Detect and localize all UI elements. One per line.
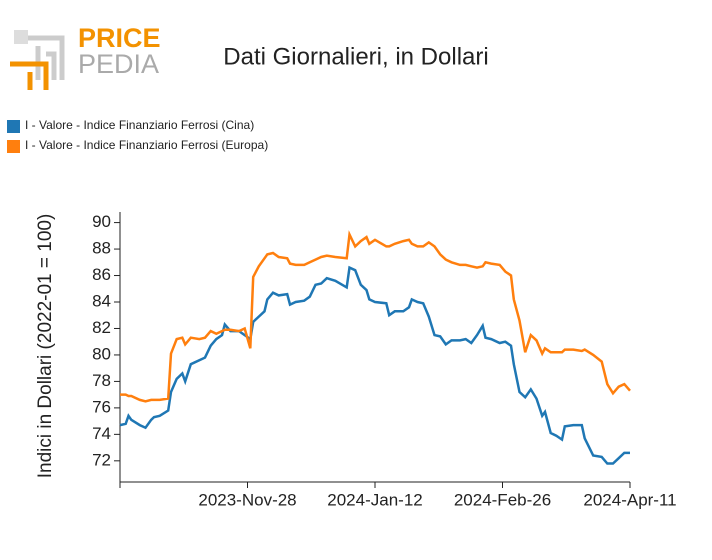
legend-swatch [7,120,20,133]
y-tick-label: 82 [92,318,111,337]
legend-label: I - Valore - Indice Finanziario Ferrosi … [25,138,268,152]
y-tick-label: 72 [92,450,111,469]
y-tick-label: 90 [92,212,111,231]
y-tick-label: 88 [92,239,111,258]
y-tick-label: 86 [92,265,111,284]
series-line [120,230,631,403]
x-tick-label: 2024-Apr-11 [583,490,676,509]
x-tick-label: 2024-Jan-12 [327,490,422,509]
x-tick-label: 2023-Nov-28 [198,490,296,509]
y-tick-label: 78 [92,371,111,390]
y-tick-label: 74 [92,424,111,443]
y-tick-label: 84 [92,291,111,310]
logo-text: PRICE [78,23,161,53]
x-tick-label: 2024-Feb-26 [454,490,551,509]
series-line [119,265,630,465]
y-axis-label: Indici in Dollari (2022-01 = 100) [35,214,56,479]
chart-title: Dati Giornalieri, in Dollari [223,43,488,70]
legend-label: I - Valore - Indice Finanziario Ferrosi … [25,118,254,132]
y-tick-label: 76 [92,397,111,416]
logo: PRICE PEDIA [10,23,161,90]
logo-shape [14,30,28,44]
y-tick-label: 80 [92,344,111,363]
logo-shape [10,61,49,90]
legend-swatch [7,140,20,153]
logo-text: PEDIA [78,49,159,79]
